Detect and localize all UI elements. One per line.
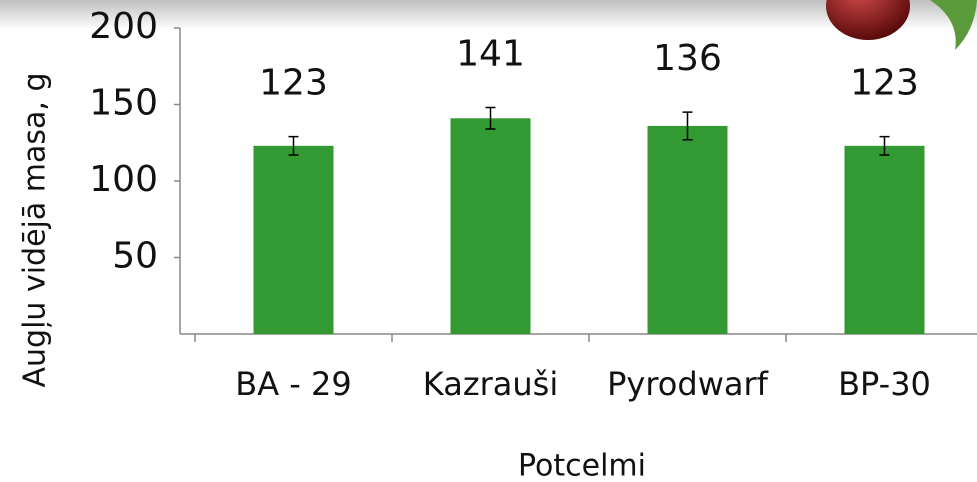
header-band <box>0 0 977 30</box>
value-label: 136 <box>653 38 722 79</box>
x-tick-label: BA - 29 <box>235 365 351 403</box>
x-tick-label: BP-30 <box>838 365 931 403</box>
value-label: 123 <box>259 63 328 104</box>
bar <box>253 145 334 334</box>
x-tick-label: Kazrauši <box>423 365 558 403</box>
bar <box>647 125 728 334</box>
error-bar <box>879 135 890 156</box>
y-tick-label: 150 <box>89 83 158 124</box>
y-tick-label: 200 <box>89 6 158 47</box>
error-bar <box>485 106 496 130</box>
y-axis-title: Augļu vidējā masa, g <box>18 72 53 387</box>
value-label: 123 <box>850 63 919 104</box>
y-tick-label: 100 <box>89 159 158 200</box>
x-tick-label: Pyrodwarf <box>607 365 769 403</box>
y-tick-label: 50 <box>112 236 158 277</box>
error-bar <box>288 135 299 156</box>
bar <box>450 118 531 335</box>
value-label: 141 <box>456 34 525 75</box>
cherry <box>826 0 910 40</box>
x-axis-title: Potcelmi <box>518 449 646 482</box>
error-bar <box>682 111 693 141</box>
leaf <box>930 0 977 50</box>
bar <box>844 145 925 334</box>
